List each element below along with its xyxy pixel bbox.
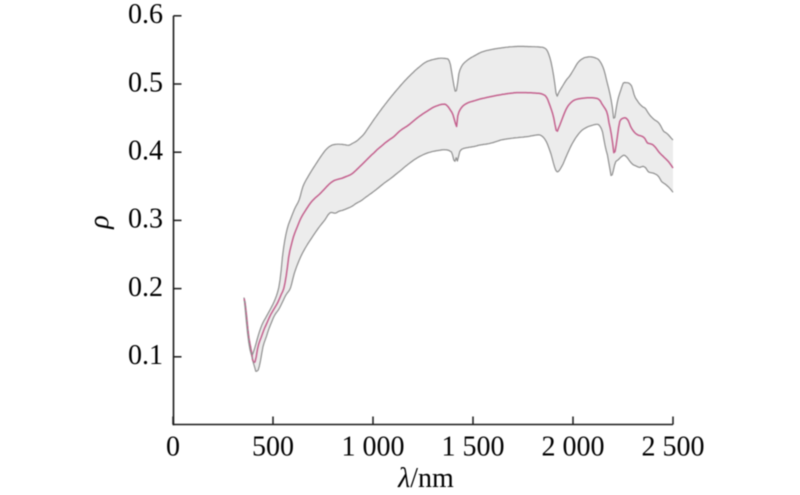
svg-text:0.3: 0.3 [128,204,163,235]
svg-text:ρ: ρ [84,215,115,229]
svg-text:0: 0 [166,432,180,463]
svg-text:0.5: 0.5 [128,67,163,98]
svg-text:λ/nm: λ/nm [397,463,454,494]
svg-text:0.1: 0.1 [128,340,163,371]
svg-text:0.6: 0.6 [128,0,163,30]
svg-text:2 000: 2 000 [542,432,605,463]
svg-text:0.4: 0.4 [128,136,163,167]
svg-text:1 000: 1 000 [342,432,405,463]
svg-text:1 500: 1 500 [442,432,505,463]
svg-text:500: 500 [252,432,294,463]
svg-text:2 500: 2 500 [642,432,705,463]
svg-text:0.2: 0.2 [128,272,163,303]
